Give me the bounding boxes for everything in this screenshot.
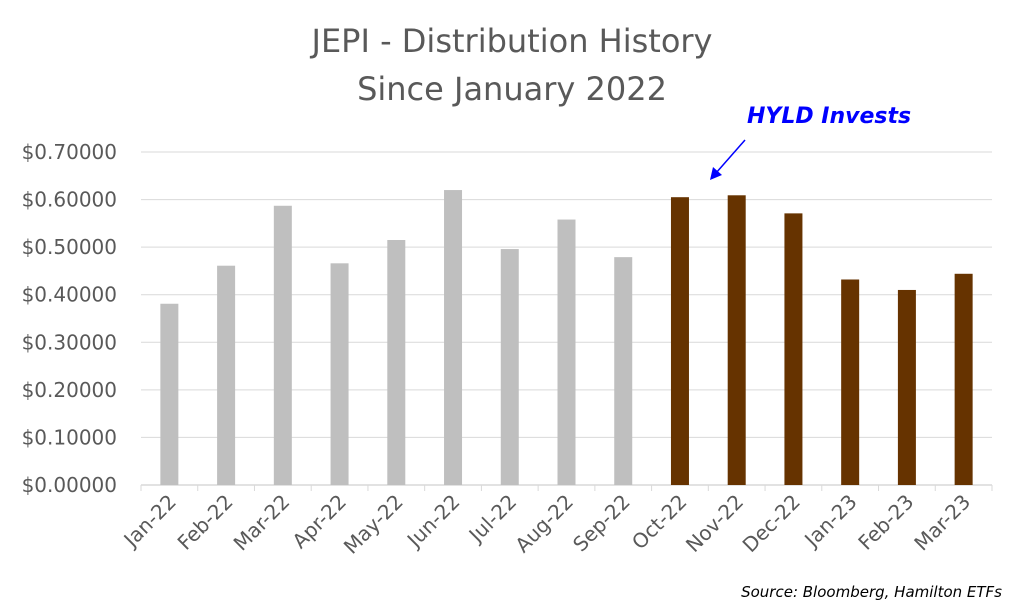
annotation-arrowhead [710, 167, 722, 180]
x-tick-label: Jun-22 [401, 490, 465, 554]
x-tick-label: Nov-22 [681, 490, 748, 557]
x-tick-label: Sep-22 [568, 490, 635, 557]
x-tick-label: Oct-22 [627, 490, 692, 555]
bar [217, 265, 236, 485]
bar [444, 190, 463, 486]
x-tick-label: Mar-22 [229, 490, 295, 556]
bar [614, 257, 633, 485]
x-tick-label: Feb-23 [853, 490, 918, 555]
x-tick-label: Aug-22 [510, 490, 578, 558]
source-note: Source: Bloomberg, Hamilton ETFs [741, 583, 1002, 601]
y-tick-label: $0.10000 [22, 425, 117, 449]
bar [273, 205, 292, 485]
y-tick-label: $0.30000 [22, 330, 117, 354]
bar [727, 195, 746, 486]
bar [330, 263, 349, 485]
y-tick-label: $0.40000 [22, 283, 117, 307]
chart-subtitle: Since January 2022 [357, 70, 667, 108]
y-tick-label: $0.60000 [22, 188, 117, 212]
x-tick-label: Feb-22 [173, 490, 238, 555]
x-tick-label: May-22 [339, 490, 408, 559]
x-tick-label: Jan-22 [118, 490, 181, 553]
bar [897, 289, 916, 485]
bar [500, 249, 519, 485]
bar [841, 279, 860, 485]
y-tick-label: $0.50000 [22, 235, 117, 259]
y-tick-label: $0.20000 [22, 378, 117, 402]
chart-title: JEPI - Distribution History [311, 22, 713, 60]
x-tick-label: Jan-23 [798, 490, 861, 553]
bar [954, 273, 973, 485]
annotation-label: HYLD Invests [747, 104, 912, 129]
x-tick-label: Dec-22 [738, 490, 805, 557]
y-tick-label: $0.70000 [22, 140, 117, 164]
bar [784, 213, 803, 486]
bar [387, 240, 406, 485]
bar [670, 197, 689, 485]
bar [557, 219, 576, 485]
annotation-arrow [715, 139, 746, 174]
y-tick-label: $0.00000 [22, 473, 117, 497]
x-tick-label: Mar-23 [909, 490, 975, 556]
bar [160, 303, 179, 485]
